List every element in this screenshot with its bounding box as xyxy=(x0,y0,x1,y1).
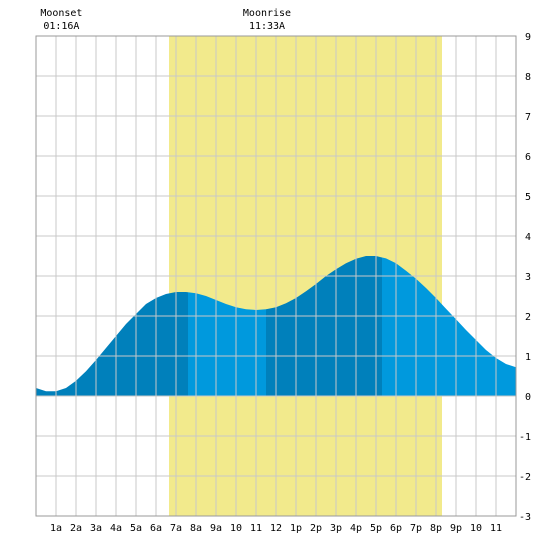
x-tick-label: 5a xyxy=(130,523,142,534)
x-tick-label: 4a xyxy=(110,523,122,534)
x-tick-label: 3a xyxy=(90,523,102,534)
y-tick-label: -2 xyxy=(519,472,531,483)
x-tick-label: 9p xyxy=(450,523,462,534)
moon-events: Moonset 01:16A Moonrise 11:33A xyxy=(40,8,291,32)
y-tick-label: 7 xyxy=(525,112,531,123)
x-tick-label: 1p xyxy=(290,523,302,534)
y-tick-labels: 9 8 7 6 5 4 3 2 1 0 -1 -2 -3 xyxy=(519,32,531,523)
x-tick-label: 11 xyxy=(490,523,502,534)
y-tick-label: 6 xyxy=(525,152,531,163)
x-tick-label: 2p xyxy=(310,523,322,534)
x-tick-label: 10 xyxy=(470,523,482,534)
x-tick-label: 7p xyxy=(410,523,422,534)
x-tick-label: 5p xyxy=(370,523,382,534)
x-tick-label: 6p xyxy=(390,523,402,534)
y-tick-label: -3 xyxy=(519,512,531,523)
y-tick-label: 1 xyxy=(525,352,531,363)
grid xyxy=(36,36,516,516)
x-tick-label: 4p xyxy=(350,523,362,534)
moon-event-label: Moonset xyxy=(40,8,82,19)
x-tick-label: 12 xyxy=(270,523,282,534)
y-tick-label: 4 xyxy=(525,232,531,243)
x-tick-label: 7a xyxy=(170,523,182,534)
y-tick-label: 2 xyxy=(525,312,531,323)
x-tick-label: 10 xyxy=(230,523,242,534)
y-tick-label: 3 xyxy=(525,272,531,283)
x-tick-labels: 1a 2a 3a 4a 5a 6a 7a 8a 9a 10 11 12 1p 2p 3p 4p 5p 6p 7p 8p… xyxy=(50,523,502,534)
moon-event-label: Moonrise xyxy=(243,8,291,19)
y-tick-label: -1 xyxy=(519,432,531,443)
x-tick-label: 9a xyxy=(210,523,222,534)
tide-segment xyxy=(36,256,188,396)
y-tick-label: 0 xyxy=(525,392,531,403)
x-tick-label: 3p xyxy=(330,523,342,534)
y-tick-label: 9 xyxy=(525,32,531,43)
x-tick-label: 8a xyxy=(190,523,202,534)
x-tick-label: 11 xyxy=(250,523,262,534)
x-tick-label: 8p xyxy=(430,523,442,534)
moon-event-time: 01:16A xyxy=(43,21,79,32)
x-tick-label: 1a xyxy=(50,523,62,534)
x-tick-label: 6a xyxy=(150,523,162,534)
y-tick-label: 8 xyxy=(525,72,531,83)
x-tick-label: 2a xyxy=(70,523,82,534)
y-tick-label: 5 xyxy=(525,192,531,203)
plot-frame xyxy=(35,35,517,517)
moon-event-time: 11:33A xyxy=(249,21,285,32)
